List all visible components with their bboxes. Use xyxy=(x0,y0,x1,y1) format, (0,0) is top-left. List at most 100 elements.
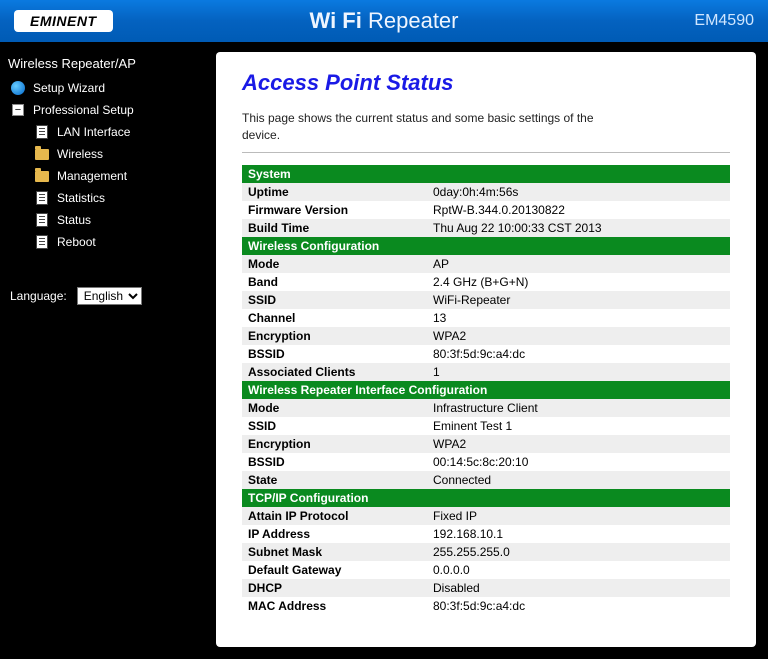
table-row: Default Gateway0.0.0.0 xyxy=(242,561,730,579)
sidebar-item-lan-interface[interactable]: LAN Interface xyxy=(34,121,210,143)
language-select[interactable]: English xyxy=(77,287,142,305)
collapse-icon: − xyxy=(10,102,26,118)
status-value: 0day:0h:4m:56s xyxy=(427,183,730,201)
globe-icon xyxy=(10,80,26,96)
status-value: 255.255.255.0 xyxy=(427,543,730,561)
status-value: RptW-B.344.0.20130822 xyxy=(427,201,730,219)
sidebar: Wireless Repeater/AP Setup Wizard − Prof… xyxy=(0,42,216,659)
status-key: Mode xyxy=(242,255,427,273)
status-value: WiFi-Repeater xyxy=(427,291,730,309)
table-row: Subnet Mask255.255.255.0 xyxy=(242,543,730,561)
sidebar-item-statistics[interactable]: Statistics xyxy=(34,187,210,209)
sidebar-item-management[interactable]: Management xyxy=(34,165,210,187)
table-row: Channel13 xyxy=(242,309,730,327)
status-key: IP Address xyxy=(242,525,427,543)
status-value: WPA2 xyxy=(427,435,730,453)
status-key: DHCP xyxy=(242,579,427,597)
section-header: TCP/IP Configuration xyxy=(242,489,730,507)
header-title-light: Repeater xyxy=(368,8,459,33)
header-model: EM4590 xyxy=(694,12,754,30)
table-row: EncryptionWPA2 xyxy=(242,327,730,345)
sidebar-item-label: Professional Setup xyxy=(33,103,134,117)
status-key: Build Time xyxy=(242,219,427,237)
status-table: SystemUptime0day:0h:4m:56sFirmware Versi… xyxy=(242,165,730,615)
section-header: System xyxy=(242,165,730,183)
status-key: State xyxy=(242,471,427,489)
status-value: 00:14:5c:8c:20:10 xyxy=(427,453,730,471)
header-title-strong: Wi Fi xyxy=(310,8,362,33)
status-key: Encryption xyxy=(242,435,427,453)
table-row: Band2.4 GHz (B+G+N) xyxy=(242,273,730,291)
sidebar-item-label: Setup Wizard xyxy=(33,81,105,95)
status-value: AP xyxy=(427,255,730,273)
status-value: 0.0.0.0 xyxy=(427,561,730,579)
sidebar-item-label: LAN Interface xyxy=(57,125,130,139)
status-key: Firmware Version xyxy=(242,201,427,219)
table-row: BSSID80:3f:5d:9c:a4:dc xyxy=(242,345,730,363)
status-key: SSID xyxy=(242,417,427,435)
table-row: MAC Address80:3f:5d:9c:a4:dc xyxy=(242,597,730,615)
status-key: BSSID xyxy=(242,345,427,363)
table-row: BSSID00:14:5c:8c:20:10 xyxy=(242,453,730,471)
status-key: Default Gateway xyxy=(242,561,427,579)
status-value: Fixed IP xyxy=(427,507,730,525)
status-value: Disabled xyxy=(427,579,730,597)
table-row: Uptime0day:0h:4m:56s xyxy=(242,183,730,201)
status-value: 2.4 GHz (B+G+N) xyxy=(427,273,730,291)
status-key: BSSID xyxy=(242,453,427,471)
document-icon xyxy=(34,190,50,206)
status-value: Thu Aug 22 10:00:33 CST 2013 xyxy=(427,219,730,237)
page-title: Access Point Status xyxy=(242,70,730,96)
status-value: 80:3f:5d:9c:a4:dc xyxy=(427,345,730,363)
header-bar: EMINENT Wi Fi Repeater EM4590 xyxy=(0,0,768,42)
table-row: Associated Clients1 xyxy=(242,363,730,381)
status-value: 80:3f:5d:9c:a4:dc xyxy=(427,597,730,615)
sidebar-subitems: LAN Interface Wireless Management Statistic… xyxy=(6,121,210,253)
section-header: Wireless Configuration xyxy=(242,237,730,255)
sidebar-item-status[interactable]: Status xyxy=(34,209,210,231)
document-icon xyxy=(34,234,50,250)
status-key: Attain IP Protocol xyxy=(242,507,427,525)
table-row: Build TimeThu Aug 22 10:00:33 CST 2013 xyxy=(242,219,730,237)
document-icon xyxy=(34,124,50,140)
status-key: Subnet Mask xyxy=(242,543,427,561)
status-value: Connected xyxy=(427,471,730,489)
sidebar-item-label: Reboot xyxy=(57,235,96,249)
status-key: MAC Address xyxy=(242,597,427,615)
sidebar-item-label: Wireless xyxy=(57,147,103,161)
folder-icon xyxy=(34,168,50,184)
brand-logo: EMINENT xyxy=(14,10,113,32)
sidebar-heading: Wireless Repeater/AP xyxy=(6,52,210,77)
sidebar-item-label: Management xyxy=(57,169,127,183)
status-key: Associated Clients xyxy=(242,363,427,381)
table-row: SSIDWiFi-Repeater xyxy=(242,291,730,309)
header-title: Wi Fi Repeater xyxy=(310,8,459,34)
status-value: WPA2 xyxy=(427,327,730,345)
status-value: 192.168.10.1 xyxy=(427,525,730,543)
language-row: Language: English xyxy=(6,287,210,305)
sidebar-item-label: Status xyxy=(57,213,91,227)
status-key: Encryption xyxy=(242,327,427,345)
status-key: SSID xyxy=(242,291,427,309)
table-row: Attain IP ProtocolFixed IP xyxy=(242,507,730,525)
table-row: SSIDEminent Test 1 xyxy=(242,417,730,435)
language-label: Language: xyxy=(10,289,67,303)
sidebar-item-reboot[interactable]: Reboot xyxy=(34,231,210,253)
sidebar-item-wireless[interactable]: Wireless xyxy=(34,143,210,165)
status-key: Uptime xyxy=(242,183,427,201)
table-row: Firmware VersionRptW-B.344.0.20130822 xyxy=(242,201,730,219)
table-row: StateConnected xyxy=(242,471,730,489)
status-key: Channel xyxy=(242,309,427,327)
sidebar-professional-setup[interactable]: − Professional Setup xyxy=(6,99,210,121)
status-value: Infrastructure Client xyxy=(427,399,730,417)
table-row: ModeInfrastructure Client xyxy=(242,399,730,417)
section-header: Wireless Repeater Interface Configuratio… xyxy=(242,381,730,399)
content-panel: Access Point Status This page shows the … xyxy=(216,52,756,647)
status-key: Band xyxy=(242,273,427,291)
sidebar-setup-wizard[interactable]: Setup Wizard xyxy=(6,77,210,99)
sidebar-item-label: Statistics xyxy=(57,191,105,205)
folder-icon xyxy=(34,146,50,162)
table-row: ModeAP xyxy=(242,255,730,273)
document-icon xyxy=(34,212,50,228)
table-row: IP Address192.168.10.1 xyxy=(242,525,730,543)
